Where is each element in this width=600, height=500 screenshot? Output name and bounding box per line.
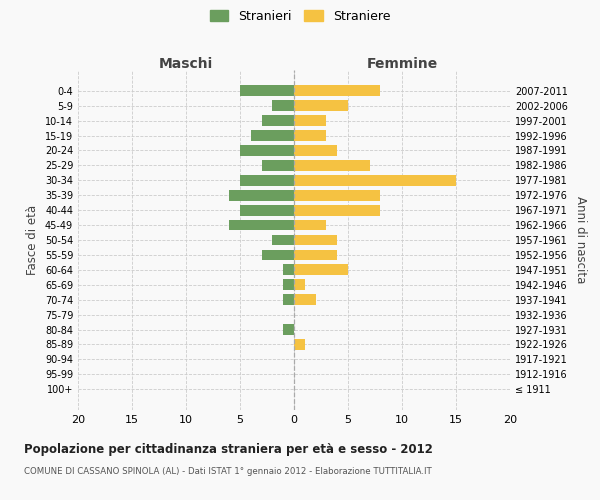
Bar xyxy=(294,205,380,216)
Bar xyxy=(262,250,294,260)
Bar xyxy=(294,280,305,290)
Text: Maschi: Maschi xyxy=(159,58,213,71)
Bar xyxy=(294,294,316,305)
Bar xyxy=(229,190,294,200)
Y-axis label: Anni di nascita: Anni di nascita xyxy=(574,196,587,284)
Bar xyxy=(283,264,294,275)
Bar xyxy=(294,190,380,200)
Bar xyxy=(294,116,326,126)
Bar xyxy=(294,100,348,111)
Bar xyxy=(294,234,337,246)
Bar xyxy=(262,116,294,126)
Bar xyxy=(294,130,326,141)
Bar xyxy=(294,145,337,156)
Bar xyxy=(283,324,294,335)
Bar xyxy=(294,250,337,260)
Text: Popolazione per cittadinanza straniera per età e sesso - 2012: Popolazione per cittadinanza straniera p… xyxy=(24,442,433,456)
Bar xyxy=(229,220,294,230)
Bar xyxy=(283,294,294,305)
Bar xyxy=(294,86,380,96)
Bar xyxy=(240,145,294,156)
Bar xyxy=(272,100,294,111)
Bar xyxy=(240,175,294,186)
Bar xyxy=(251,130,294,141)
Text: Femmine: Femmine xyxy=(367,58,437,71)
Y-axis label: Fasce di età: Fasce di età xyxy=(26,205,39,275)
Bar xyxy=(294,220,326,230)
Bar xyxy=(294,175,456,186)
Bar xyxy=(262,160,294,171)
Bar xyxy=(294,339,305,350)
Bar xyxy=(294,160,370,171)
Text: COMUNE DI CASSANO SPINOLA (AL) - Dati ISTAT 1° gennaio 2012 - Elaborazione TUTTI: COMUNE DI CASSANO SPINOLA (AL) - Dati IS… xyxy=(24,468,432,476)
Bar xyxy=(240,86,294,96)
Bar xyxy=(294,264,348,275)
Legend: Stranieri, Straniere: Stranieri, Straniere xyxy=(205,5,395,28)
Bar xyxy=(272,234,294,246)
Bar xyxy=(240,205,294,216)
Bar xyxy=(283,280,294,290)
